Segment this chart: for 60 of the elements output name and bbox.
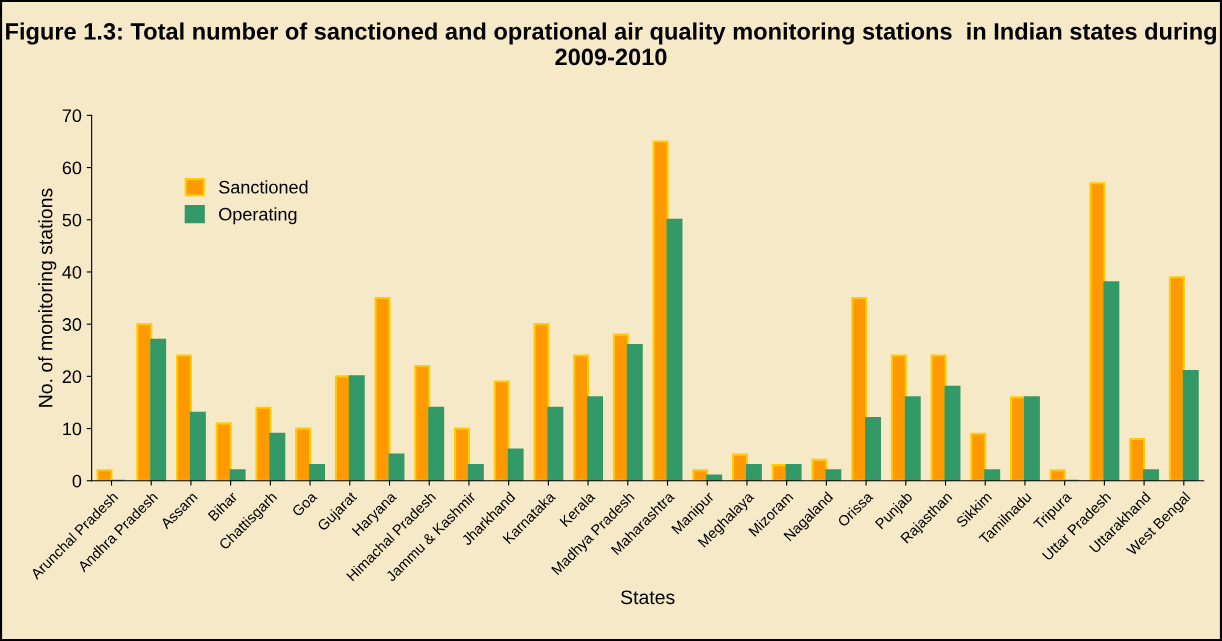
bar xyxy=(1182,370,1199,481)
bar xyxy=(507,448,524,481)
bar xyxy=(493,380,510,481)
y-tick-label: 20 xyxy=(62,370,82,384)
bar xyxy=(851,297,868,481)
bar xyxy=(309,464,326,481)
bar xyxy=(1168,276,1185,481)
bar xyxy=(269,432,286,481)
bar xyxy=(176,354,192,481)
bar xyxy=(1103,281,1120,481)
bar xyxy=(984,469,1001,481)
y-tick-label: 70 xyxy=(62,109,82,123)
y-tick-label: 10 xyxy=(63,422,82,436)
bar xyxy=(1129,437,1146,481)
bar xyxy=(414,364,431,481)
bar xyxy=(785,464,802,481)
legend-label: Sanctioned xyxy=(219,180,308,194)
bar xyxy=(666,218,683,481)
chart-title: Figure 1.3: Total number of sanctioned and oprational air quality monitoring stations in Indian states during 2009-2010 xyxy=(6,22,1216,66)
bar xyxy=(96,469,113,481)
bar xyxy=(533,323,550,481)
bar xyxy=(811,458,828,481)
y-tick-label: 50 xyxy=(62,213,82,227)
bar xyxy=(428,406,445,481)
x-tick-label: Goa xyxy=(291,490,318,518)
bar xyxy=(587,396,604,481)
bar xyxy=(904,396,921,481)
y-tick-label: 0 xyxy=(72,474,82,488)
y-tick-label: 60 xyxy=(62,161,82,175)
bar xyxy=(1023,396,1040,481)
bar xyxy=(215,422,232,481)
bar xyxy=(295,427,312,481)
bar xyxy=(825,469,842,481)
bar xyxy=(1049,469,1066,481)
bar xyxy=(547,406,564,481)
bar xyxy=(706,474,723,481)
bar xyxy=(388,453,405,481)
y-tick-label: 40 xyxy=(62,265,82,279)
legend-label: Operating xyxy=(219,207,297,225)
bar xyxy=(745,464,762,481)
x-axis-title: States xyxy=(620,590,675,605)
bar xyxy=(229,469,246,481)
bar xyxy=(573,354,590,481)
bar xyxy=(374,297,391,481)
bar xyxy=(626,344,643,481)
bar xyxy=(348,375,365,481)
bar xyxy=(890,354,907,481)
bar xyxy=(467,464,484,481)
y-tick-label: 30 xyxy=(62,318,82,331)
bar xyxy=(692,469,709,481)
bar xyxy=(944,385,961,481)
bar xyxy=(189,411,206,481)
bar xyxy=(1143,469,1160,481)
bar xyxy=(255,406,272,481)
bar xyxy=(150,338,167,481)
bar xyxy=(970,432,987,481)
bar xyxy=(454,427,470,481)
y-axis-title: No. of monitoring stations xyxy=(38,188,57,407)
bar xyxy=(1089,182,1106,481)
bar xyxy=(865,417,882,481)
